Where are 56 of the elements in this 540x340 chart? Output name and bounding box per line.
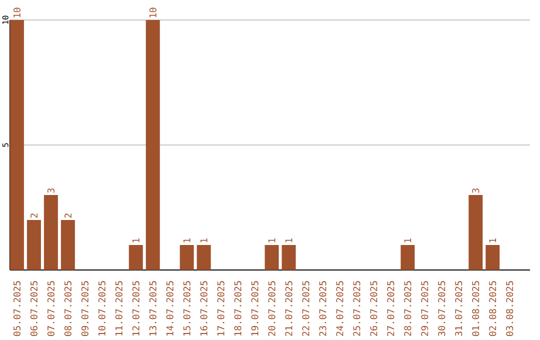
x-tick-label: 31.07.2025 — [455, 281, 462, 336]
x-tick-label: 02.08.2025 — [489, 281, 496, 336]
bar — [44, 195, 58, 270]
x-tick-label: 08.07.2025 — [64, 281, 72, 336]
data-label: 1 — [285, 238, 292, 242]
x-tick-label: 15.07.2025 — [183, 281, 190, 336]
bar — [60, 220, 75, 270]
data-label: 1 — [200, 238, 208, 242]
data-label: 1 — [404, 238, 412, 242]
bar — [264, 245, 279, 270]
data-label: 1 — [489, 238, 496, 242]
x-tick-label: 27.07.2025 — [387, 281, 394, 336]
x-tick-label: 16.07.2025 — [200, 281, 208, 336]
bar — [180, 245, 194, 270]
data-label: 2 — [64, 214, 72, 218]
x-tick-label: 11.07.2025 — [115, 281, 122, 336]
data-label: 10 — [149, 8, 156, 18]
x-tick-label: 12.07.2025 — [132, 281, 140, 336]
bar — [128, 245, 143, 270]
data-label: 1 — [183, 238, 190, 242]
y-tick-label: 5 — [2, 143, 8, 147]
data-label: 10 — [13, 8, 20, 18]
data-label: 3 — [472, 188, 480, 193]
bar — [400, 245, 415, 270]
x-tick-label: 17.07.2025 — [217, 281, 224, 336]
data-label: 2 — [30, 214, 38, 218]
x-tick-label: 24.07.2025 — [336, 281, 344, 336]
x-tick-label: 13.07.2025 — [149, 281, 156, 336]
x-tick-label: 09.07.2025 — [81, 281, 88, 336]
x-tick-label: 23.07.2025 — [319, 281, 326, 336]
x-tick-label: 28.07.2025 — [404, 281, 412, 336]
bar — [486, 245, 500, 270]
data-label: 3 — [47, 188, 54, 193]
data-label: 1 — [268, 238, 276, 242]
x-tick-label: 10.07.2025 — [98, 281, 106, 336]
x-tick-label: 05.07.2025 — [13, 281, 20, 336]
x-tick-label: 18.07.2025 — [234, 281, 242, 336]
x-tick-label: 29.07.2025 — [421, 281, 428, 336]
x-tick-label: 20.07.2025 — [268, 281, 276, 336]
data-label: 1 — [132, 238, 140, 242]
x-tick-label: 19.07.2025 — [251, 281, 258, 336]
x-tick-label: 22.07.2025 — [302, 281, 310, 336]
bar — [468, 195, 483, 270]
bar — [146, 20, 160, 270]
bar — [196, 245, 211, 270]
x-tick-label: 21.07.2025 — [285, 281, 292, 336]
x-tick-label: 01.08.2025 — [472, 281, 480, 336]
x-tick-label: 06.07.2025 — [30, 281, 38, 336]
x-tick-label: 25.07.2025 — [353, 281, 360, 336]
x-tick-label: 07.07.2025 — [47, 281, 54, 336]
x-tick-label: 26.07.2025 — [370, 281, 378, 336]
bar — [26, 220, 41, 270]
x-tick-label: 03.08.2025 — [506, 281, 514, 336]
bar — [282, 245, 296, 270]
x-tick-label: 30.07.2025 — [438, 281, 446, 336]
x-tick-label: 14.07.2025 — [166, 281, 174, 336]
